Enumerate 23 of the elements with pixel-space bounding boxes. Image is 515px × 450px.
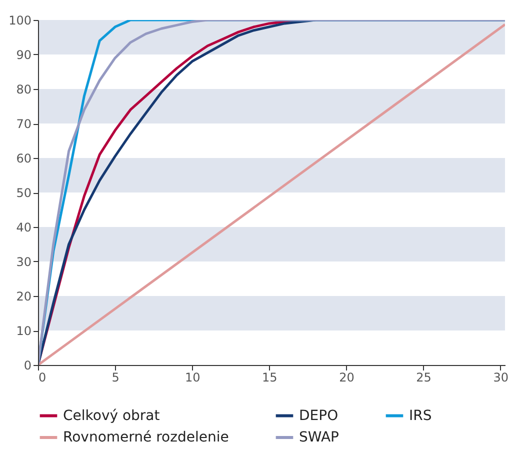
x-tick-label: 10: [184, 370, 200, 384]
y-tick-label: 40: [16, 220, 32, 234]
y-tick-label: 30: [16, 255, 32, 269]
legend-label: SWAP: [299, 430, 339, 446]
x-tick-label: 30: [493, 370, 509, 384]
y-tick-label: 60: [16, 152, 32, 166]
x-tick-label: 15: [262, 370, 278, 384]
y-tick-label: 20: [16, 290, 32, 304]
legend-label: Celkový obrat: [63, 408, 160, 424]
x-tick-label: 20: [339, 370, 354, 384]
y-tick-label: 10: [16, 324, 32, 338]
y-tick-label: 90: [16, 48, 32, 62]
legend-label: DEPO: [299, 408, 338, 424]
y-tick-label: 0: [24, 358, 32, 372]
x-tick-label: 0: [38, 370, 46, 384]
y-tick-label: 100: [8, 14, 32, 28]
x-tick-label: 5: [112, 370, 120, 384]
legend-label: IRS: [409, 408, 432, 424]
y-tick-label: 70: [16, 117, 32, 131]
legend-label: Rovnomerné rozdelenie: [63, 430, 229, 446]
y-tick-label: 80: [16, 82, 32, 96]
x-tick-label: 25: [416, 370, 432, 384]
y-tick-label: 50: [16, 186, 32, 200]
